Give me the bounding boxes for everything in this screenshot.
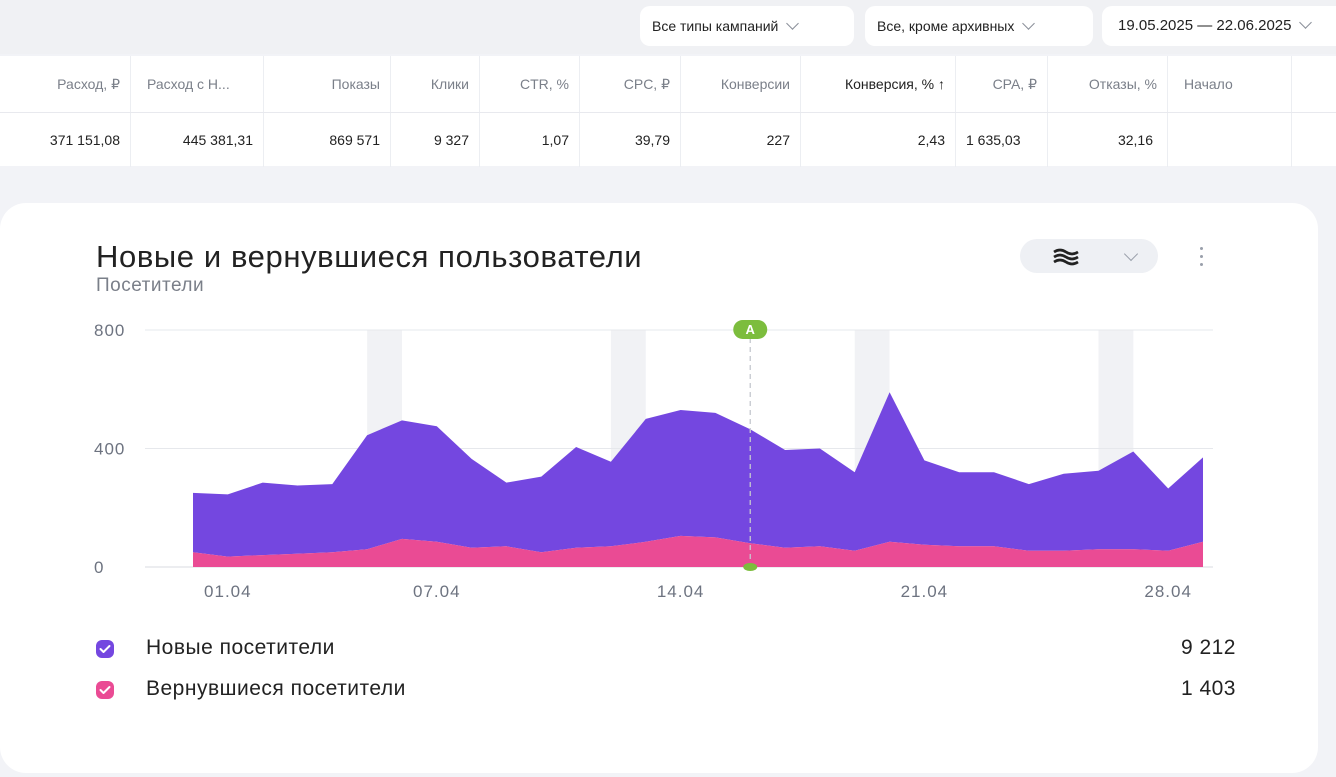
x-tick-label: 01.04 <box>204 582 252 601</box>
col-header-ctr[interactable]: CTR, % <box>480 56 580 112</box>
col-header-cpc[interactable]: CPC, ₽ <box>580 56 681 112</box>
archive-status-value: Все, кроме архивных <box>877 18 1015 34</box>
value-spend-vat: 445 381,31 <box>131 113 264 167</box>
col-header-cpa[interactable]: CPA, ₽ <box>956 56 1048 112</box>
value-conversion-rate: 2,43 <box>801 113 956 167</box>
value-clicks: 9 327 <box>391 113 480 167</box>
col-header-clicks[interactable]: Клики <box>391 56 480 112</box>
checkbox-checked-icon[interactable] <box>96 681 114 699</box>
campaign-type-value: Все типы кампаний <box>652 18 779 34</box>
col-header-conversion-rate[interactable]: Конверсия, % ↑ <box>801 56 956 112</box>
filter-bar: Все типы кампаний Все, кроме архивных 19… <box>0 0 1336 54</box>
chart: A 0 400 800 01.04 07.04 14.04 21.04 28.04 <box>94 320 1213 601</box>
col-header-impressions[interactable]: Показы <box>264 56 391 112</box>
checkbox-checked-icon[interactable] <box>96 640 114 658</box>
chevron-down-icon <box>786 17 800 30</box>
date-range-picker[interactable]: 19.05.2025 — 22.06.2025 <box>1102 6 1336 46</box>
value-bounces: 32,16 <box>1048 113 1168 167</box>
col-header-start[interactable]: Начало <box>1168 56 1292 112</box>
annotation-dot <box>743 563 758 571</box>
x-tick-label: 07.04 <box>413 582 461 601</box>
value-impressions: 869 571 <box>264 113 391 167</box>
kebab-icon[interactable] <box>1194 245 1210 269</box>
value-start <box>1168 113 1292 167</box>
stacked-area-icon <box>1053 248 1079 266</box>
chart-subtitle: Посетители <box>96 275 205 296</box>
y-tick-label: 0 <box>94 558 104 577</box>
series-area-new-visitors[interactable] <box>193 392 1203 557</box>
legend-label: Вернувшиеся посетители <box>146 677 406 700</box>
chart-title: Новые и вернувшиеся пользователи <box>96 239 643 274</box>
annotation-badge[interactable] <box>733 320 768 339</box>
archive-status-select[interactable]: Все, кроме архивных <box>865 6 1093 46</box>
x-tick-label: 21.04 <box>901 582 949 601</box>
stats-totals-row: 371 151,08 445 381,31 869 571 9 327 1,07… <box>0 113 1336 167</box>
legend-item-new-visitors[interactable]: Новые посетители 9 212 <box>96 634 1236 664</box>
y-tick-label: 400 <box>94 440 125 459</box>
chart-type-select[interactable] <box>1020 239 1158 273</box>
stats-header-row: Расход, ₽ Расход с Н... Показы Клики CTR… <box>0 56 1336 113</box>
value-cpa: 1 635,03 <box>956 113 1048 167</box>
value-conversions: 227 <box>681 113 801 167</box>
chevron-down-icon <box>1022 17 1036 30</box>
legend-total: 9 212 <box>1180 636 1236 659</box>
series-area-returning-visitors[interactable] <box>193 535 1203 567</box>
col-header-bounces[interactable]: Отказы, % <box>1048 56 1168 112</box>
value-spend: 371 151,08 <box>0 113 131 167</box>
x-tick-label: 14.04 <box>657 582 705 601</box>
campaign-type-select[interactable]: Все типы кампаний <box>640 6 854 46</box>
value-cpc: 39,79 <box>580 113 681 167</box>
col-header-spend[interactable]: Расход, ₽ <box>0 56 131 112</box>
x-tick-label: 28.04 <box>1144 582 1192 601</box>
legend-total: 1 403 <box>1180 677 1236 700</box>
chevron-down-icon <box>1299 16 1313 29</box>
date-range-value: 19.05.2025 — 22.06.2025 <box>1118 17 1292 34</box>
stats-table: Расход, ₽ Расход с Н... Показы Клики CTR… <box>0 56 1336 167</box>
legend-label: Новые посетители <box>146 636 335 659</box>
legend-item-returning-visitors[interactable]: Вернувшиеся посетители 1 403 <box>96 675 1236 705</box>
chart-card: Новые и вернувшиеся пользователи Посетит… <box>0 203 1318 773</box>
col-header-conversions[interactable]: Конверсии <box>681 56 801 112</box>
value-ctr: 1,07 <box>480 113 580 167</box>
y-tick-label: 800 <box>94 321 125 340</box>
annotation-label: A <box>746 322 756 337</box>
col-header-spend-vat[interactable]: Расход с Н... <box>131 56 264 112</box>
